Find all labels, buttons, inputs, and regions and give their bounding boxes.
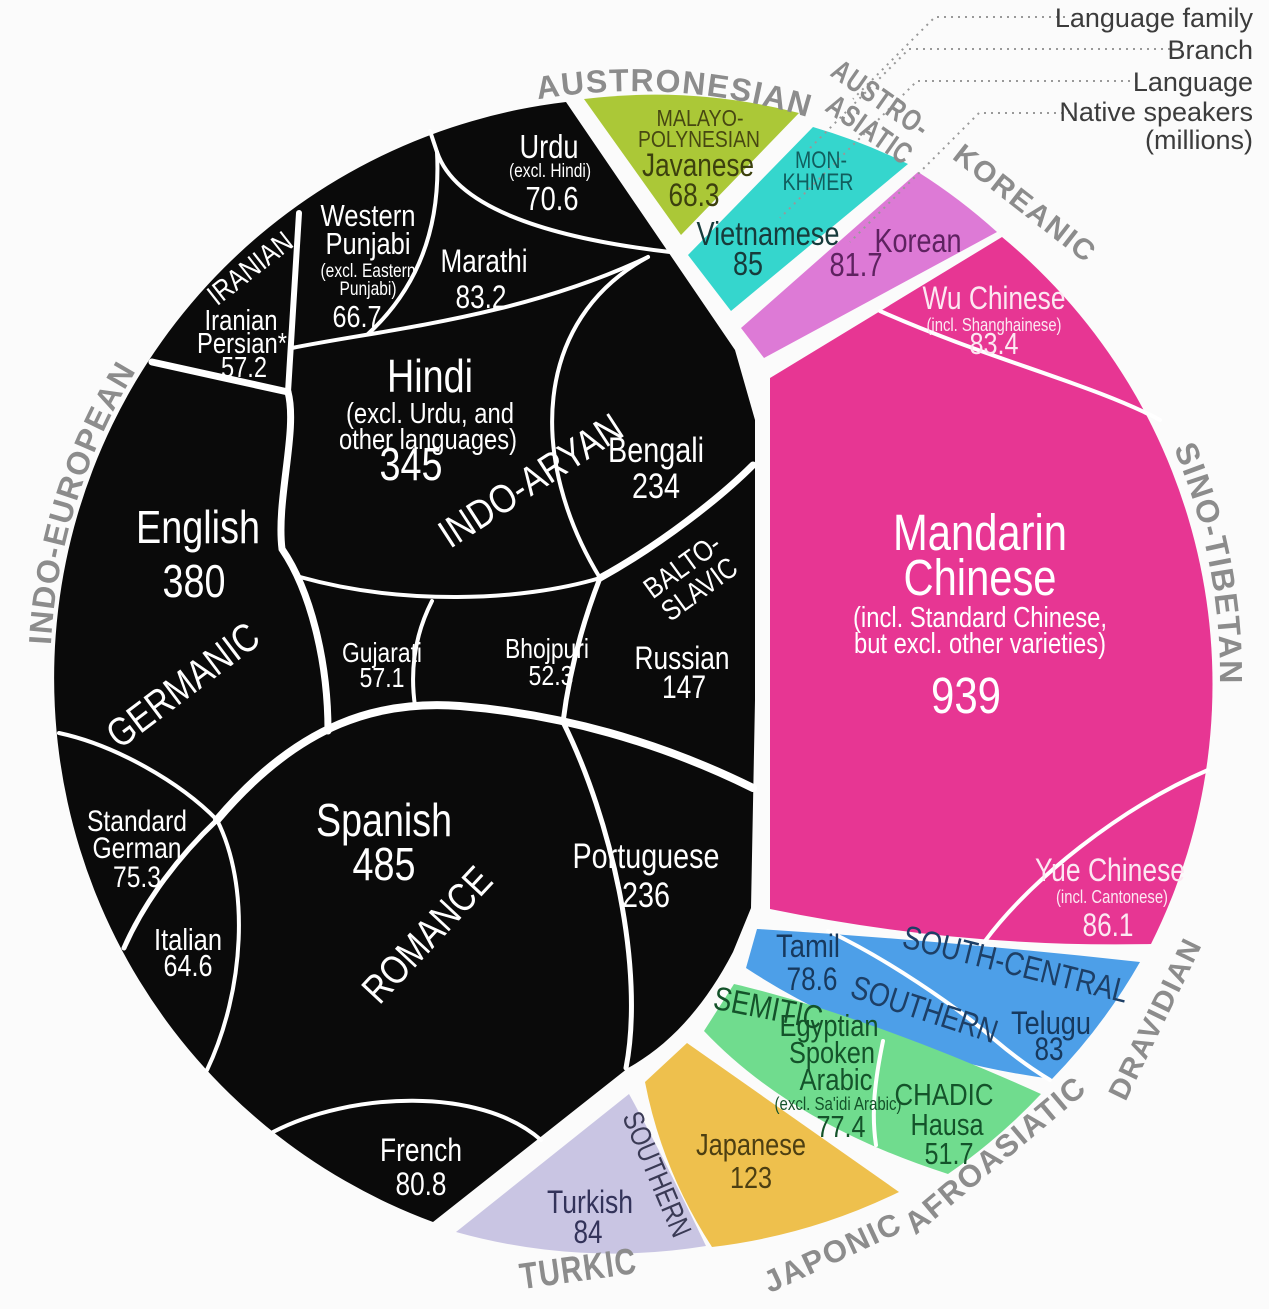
svg-text:78.6: 78.6 xyxy=(787,961,838,997)
svg-text:POLYNESIAN: POLYNESIAN xyxy=(638,126,760,152)
svg-text:KHMER: KHMER xyxy=(783,169,854,196)
svg-text:Bengali: Bengali xyxy=(608,431,704,470)
svg-text:Punjabi): Punjabi) xyxy=(340,279,397,300)
svg-text:83.4: 83.4 xyxy=(970,326,1019,361)
svg-text:German: German xyxy=(93,832,182,865)
svg-text:(excl. Eastern: (excl. Eastern xyxy=(321,261,416,282)
svg-text:(incl. Cantonese): (incl. Cantonese) xyxy=(1056,887,1168,907)
svg-text:64.6: 64.6 xyxy=(164,948,213,983)
svg-text:345: 345 xyxy=(380,438,443,490)
svg-text:MON-: MON- xyxy=(795,147,847,174)
svg-text:Turkish: Turkish xyxy=(547,1184,633,1220)
svg-text:(excl. Hindi): (excl. Hindi) xyxy=(509,161,591,182)
svg-text:Mandarin: Mandarin xyxy=(893,504,1067,561)
svg-text:236: 236 xyxy=(622,876,670,915)
svg-text:Persian*: Persian* xyxy=(197,328,287,360)
svg-text:Italian: Italian xyxy=(154,922,222,957)
svg-text:57.1: 57.1 xyxy=(360,662,405,693)
svg-text:Language family: Language family xyxy=(1055,3,1254,33)
svg-text:Yue Chinese: Yue Chinese xyxy=(1035,852,1185,888)
svg-text:Vietnamese: Vietnamese xyxy=(697,215,840,252)
svg-text:Native speakers: Native speakers xyxy=(1059,97,1253,127)
svg-text:(millions): (millions) xyxy=(1145,125,1253,155)
svg-text:Hindi: Hindi xyxy=(387,350,473,402)
svg-text:MALAYO-: MALAYO- xyxy=(657,105,744,131)
svg-text:51.7: 51.7 xyxy=(925,1136,974,1171)
svg-text:CHADIC: CHADIC xyxy=(895,1077,994,1112)
svg-text:86.1: 86.1 xyxy=(1083,907,1134,943)
svg-text:147: 147 xyxy=(662,669,706,705)
svg-text:939: 939 xyxy=(931,667,1001,724)
svg-text:(excl. Urdu, and: (excl. Urdu, and xyxy=(346,398,514,430)
svg-text:other languages): other languages) xyxy=(339,424,517,456)
svg-text:but excl. other varieties): but excl. other varieties) xyxy=(854,628,1106,660)
svg-text:66.7: 66.7 xyxy=(333,299,382,334)
svg-text:81.7: 81.7 xyxy=(830,246,883,283)
svg-text:75.3: 75.3 xyxy=(113,861,161,894)
svg-text:485: 485 xyxy=(353,838,416,890)
svg-text:Korean: Korean xyxy=(875,222,962,259)
svg-text:(incl. Standard Chinese,: (incl. Standard Chinese, xyxy=(853,602,1107,634)
svg-text:84: 84 xyxy=(574,1214,603,1250)
svg-text:KOREANIC: KOREANIC xyxy=(947,138,1102,269)
svg-text:Wu Chinese: Wu Chinese xyxy=(923,280,1066,316)
svg-text:French: French xyxy=(380,1132,462,1168)
svg-text:DRAVIDIAN: DRAVIDIAN xyxy=(1103,933,1209,1105)
svg-text:Gujarati: Gujarati xyxy=(342,637,422,668)
svg-text:70.6: 70.6 xyxy=(526,180,579,217)
svg-text:68.3: 68.3 xyxy=(669,177,720,213)
svg-text:Marathi: Marathi xyxy=(441,243,528,279)
svg-text:Tamil: Tamil xyxy=(776,928,840,964)
svg-text:Portuguese: Portuguese xyxy=(573,837,720,876)
svg-text:Arabic: Arabic xyxy=(800,1062,873,1097)
svg-text:Western: Western xyxy=(321,198,416,233)
svg-text:(excl. Sa'idi Arabic): (excl. Sa'idi Arabic) xyxy=(775,1094,902,1114)
svg-text:380: 380 xyxy=(163,555,226,607)
svg-text:Javanese: Javanese xyxy=(642,147,754,183)
svg-text:77.4: 77.4 xyxy=(817,1109,866,1144)
svg-text:Telugu: Telugu xyxy=(1011,1005,1091,1041)
svg-text:Japanese: Japanese xyxy=(696,1127,806,1162)
svg-text:Iranian: Iranian xyxy=(205,305,278,337)
svg-text:83: 83 xyxy=(1035,1031,1064,1067)
svg-text:Chinese: Chinese xyxy=(904,549,1057,606)
svg-text:80.8: 80.8 xyxy=(396,1166,447,1202)
svg-text:Branch: Branch xyxy=(1167,35,1253,65)
svg-text:85: 85 xyxy=(733,245,763,282)
svg-text:Bhojpuri: Bhojpuri xyxy=(505,633,589,664)
svg-text:Urdu: Urdu xyxy=(520,128,579,165)
svg-text:Hausa: Hausa xyxy=(911,1107,985,1142)
svg-text:52.3: 52.3 xyxy=(529,660,574,691)
svg-text:Standard: Standard xyxy=(87,805,187,838)
svg-text:Language: Language xyxy=(1133,67,1253,97)
svg-text:Russian: Russian xyxy=(635,640,730,676)
svg-text:English: English xyxy=(136,501,260,553)
svg-text:Punjabi: Punjabi xyxy=(326,226,411,261)
svg-text:123: 123 xyxy=(730,1160,772,1195)
svg-text:234: 234 xyxy=(632,467,680,506)
svg-text:83.2: 83.2 xyxy=(456,279,507,315)
svg-text:Spanish: Spanish xyxy=(316,794,452,846)
svg-text:Egyptian: Egyptian xyxy=(780,1008,879,1043)
svg-text:57.2: 57.2 xyxy=(221,352,267,384)
svg-text:(incl. Shanghainese): (incl. Shanghainese) xyxy=(927,315,1062,335)
svg-text:Spoken: Spoken xyxy=(789,1035,875,1070)
